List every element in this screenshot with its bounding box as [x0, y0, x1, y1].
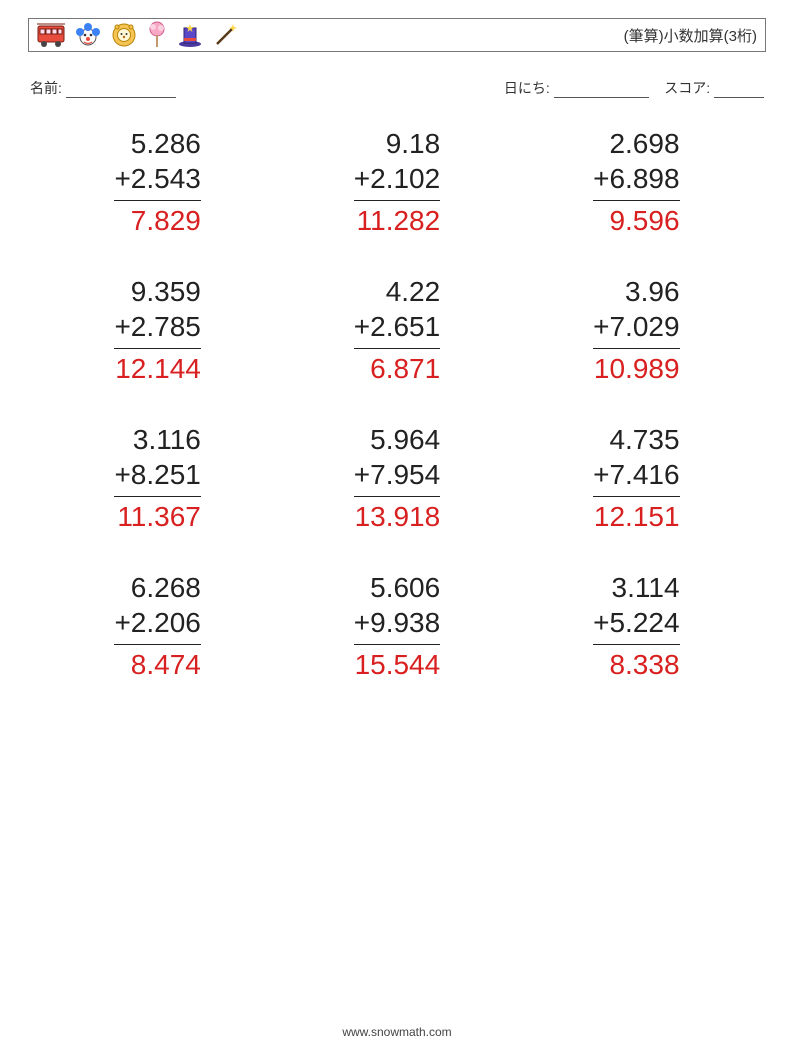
operand-top: 4.22 [354, 274, 440, 309]
operand-addend: +7.954 [354, 457, 440, 492]
problem-stack: 3.96+7.029 10.989 [593, 274, 679, 386]
sum-rule [114, 200, 200, 201]
worksheet-title: (筆算)小数加算(3桁) [624, 25, 757, 46]
sum-rule [114, 644, 200, 645]
problem-3: 2.698+6.898 9.596 [527, 126, 746, 238]
problem-stack: 9.18+2.102 11.282 [354, 126, 440, 238]
name-underline [66, 83, 176, 98]
magic-hat-icon [177, 22, 203, 48]
cotton-candy-icon [147, 21, 167, 49]
operand-addend: +8.251 [114, 457, 200, 492]
operand-top: 5.606 [354, 570, 440, 605]
lion-icon [111, 22, 137, 48]
problem-stack: 9.359+2.785 12.144 [114, 274, 200, 386]
sum-rule [593, 348, 679, 349]
operand-addend: +2.543 [114, 161, 200, 196]
operand-top: 9.359 [114, 274, 200, 309]
score-underline [714, 83, 764, 98]
score-label: スコア: [664, 80, 710, 96]
sum-rule [593, 496, 679, 497]
problem-12: 3.114+5.224 8.338 [527, 570, 746, 682]
problem-stack: 5.964+7.954 13.918 [354, 422, 440, 534]
problem-11: 5.606+9.938 15.544 [287, 570, 506, 682]
operand-top: 3.114 [593, 570, 679, 605]
name-label: 名前: [30, 80, 62, 96]
date-label: 日にち: [504, 80, 550, 96]
problem-stack: 3.116+8.251 11.367 [114, 422, 200, 534]
problem-stack: 5.606+9.938 15.544 [354, 570, 440, 682]
sum-rule [114, 348, 200, 349]
operand-addend: +2.206 [114, 605, 200, 640]
problems-grid: 5.286+2.543 7.829 9.18+2.102 11.282 2.698+6.… [28, 126, 766, 682]
answer: 12.144 [114, 351, 200, 386]
sum-rule [354, 200, 440, 201]
sum-rule [593, 200, 679, 201]
problem-1: 5.286+2.543 7.829 [48, 126, 267, 238]
problem-stack: 3.114+5.224 8.338 [593, 570, 679, 682]
sum-rule [593, 644, 679, 645]
operand-addend: +7.416 [593, 457, 679, 492]
clown-icon [75, 22, 101, 48]
problem-8: 5.964+7.954 13.918 [287, 422, 506, 534]
problem-6: 3.96+7.029 10.989 [527, 274, 746, 386]
header-bar: (筆算)小数加算(3桁) [28, 18, 766, 52]
operand-top: 5.286 [114, 126, 200, 161]
problem-9: 4.735+7.416 12.151 [527, 422, 746, 534]
name-field: 名前: [30, 78, 176, 98]
answer: 15.544 [354, 647, 440, 682]
operand-addend: +2.651 [354, 309, 440, 344]
operand-addend: +2.102 [354, 161, 440, 196]
answer: 6.871 [354, 351, 440, 386]
date-underline [554, 83, 649, 98]
footer-link[interactable]: www.snowmath.com [0, 1025, 794, 1039]
operand-top: 4.735 [593, 422, 679, 457]
answer: 13.918 [354, 499, 440, 534]
operand-addend: +7.029 [593, 309, 679, 344]
header-icons [37, 21, 239, 49]
sum-rule [354, 644, 440, 645]
operand-addend: +6.898 [593, 161, 679, 196]
answer: 9.596 [593, 203, 679, 238]
problem-stack: 4.735+7.416 12.151 [593, 422, 679, 534]
answer: 10.989 [593, 351, 679, 386]
answer: 11.367 [114, 499, 200, 534]
problem-5: 4.22+2.651 6.871 [287, 274, 506, 386]
operand-addend: +2.785 [114, 309, 200, 344]
operand-top: 6.268 [114, 570, 200, 605]
problem-stack: 4.22+2.651 6.871 [354, 274, 440, 386]
problem-stack: 2.698+6.898 9.596 [593, 126, 679, 238]
operand-top: 3.116 [114, 422, 200, 457]
problem-7: 3.116+8.251 11.367 [48, 422, 267, 534]
answer: 12.151 [593, 499, 679, 534]
sum-rule [354, 496, 440, 497]
answer: 8.338 [593, 647, 679, 682]
operand-top: 9.18 [354, 126, 440, 161]
sum-rule [114, 496, 200, 497]
magic-wand-icon [213, 22, 239, 48]
tram-icon [37, 22, 65, 48]
operand-addend: +5.224 [593, 605, 679, 640]
answer: 7.829 [114, 203, 200, 238]
date-score: 日にち: スコア: [504, 78, 764, 98]
operand-addend: +9.938 [354, 605, 440, 640]
problem-stack: 5.286+2.543 7.829 [114, 126, 200, 238]
operand-top: 5.964 [354, 422, 440, 457]
sum-rule [354, 348, 440, 349]
problem-10: 6.268+2.206 8.474 [48, 570, 267, 682]
operand-top: 3.96 [593, 274, 679, 309]
answer: 11.282 [354, 203, 440, 238]
answer: 8.474 [114, 647, 200, 682]
operand-top: 2.698 [593, 126, 679, 161]
problem-stack: 6.268+2.206 8.474 [114, 570, 200, 682]
problem-2: 9.18+2.102 11.282 [287, 126, 506, 238]
problem-4: 9.359+2.785 12.144 [48, 274, 267, 386]
meta-row: 名前: 日にち: スコア: [28, 78, 766, 98]
